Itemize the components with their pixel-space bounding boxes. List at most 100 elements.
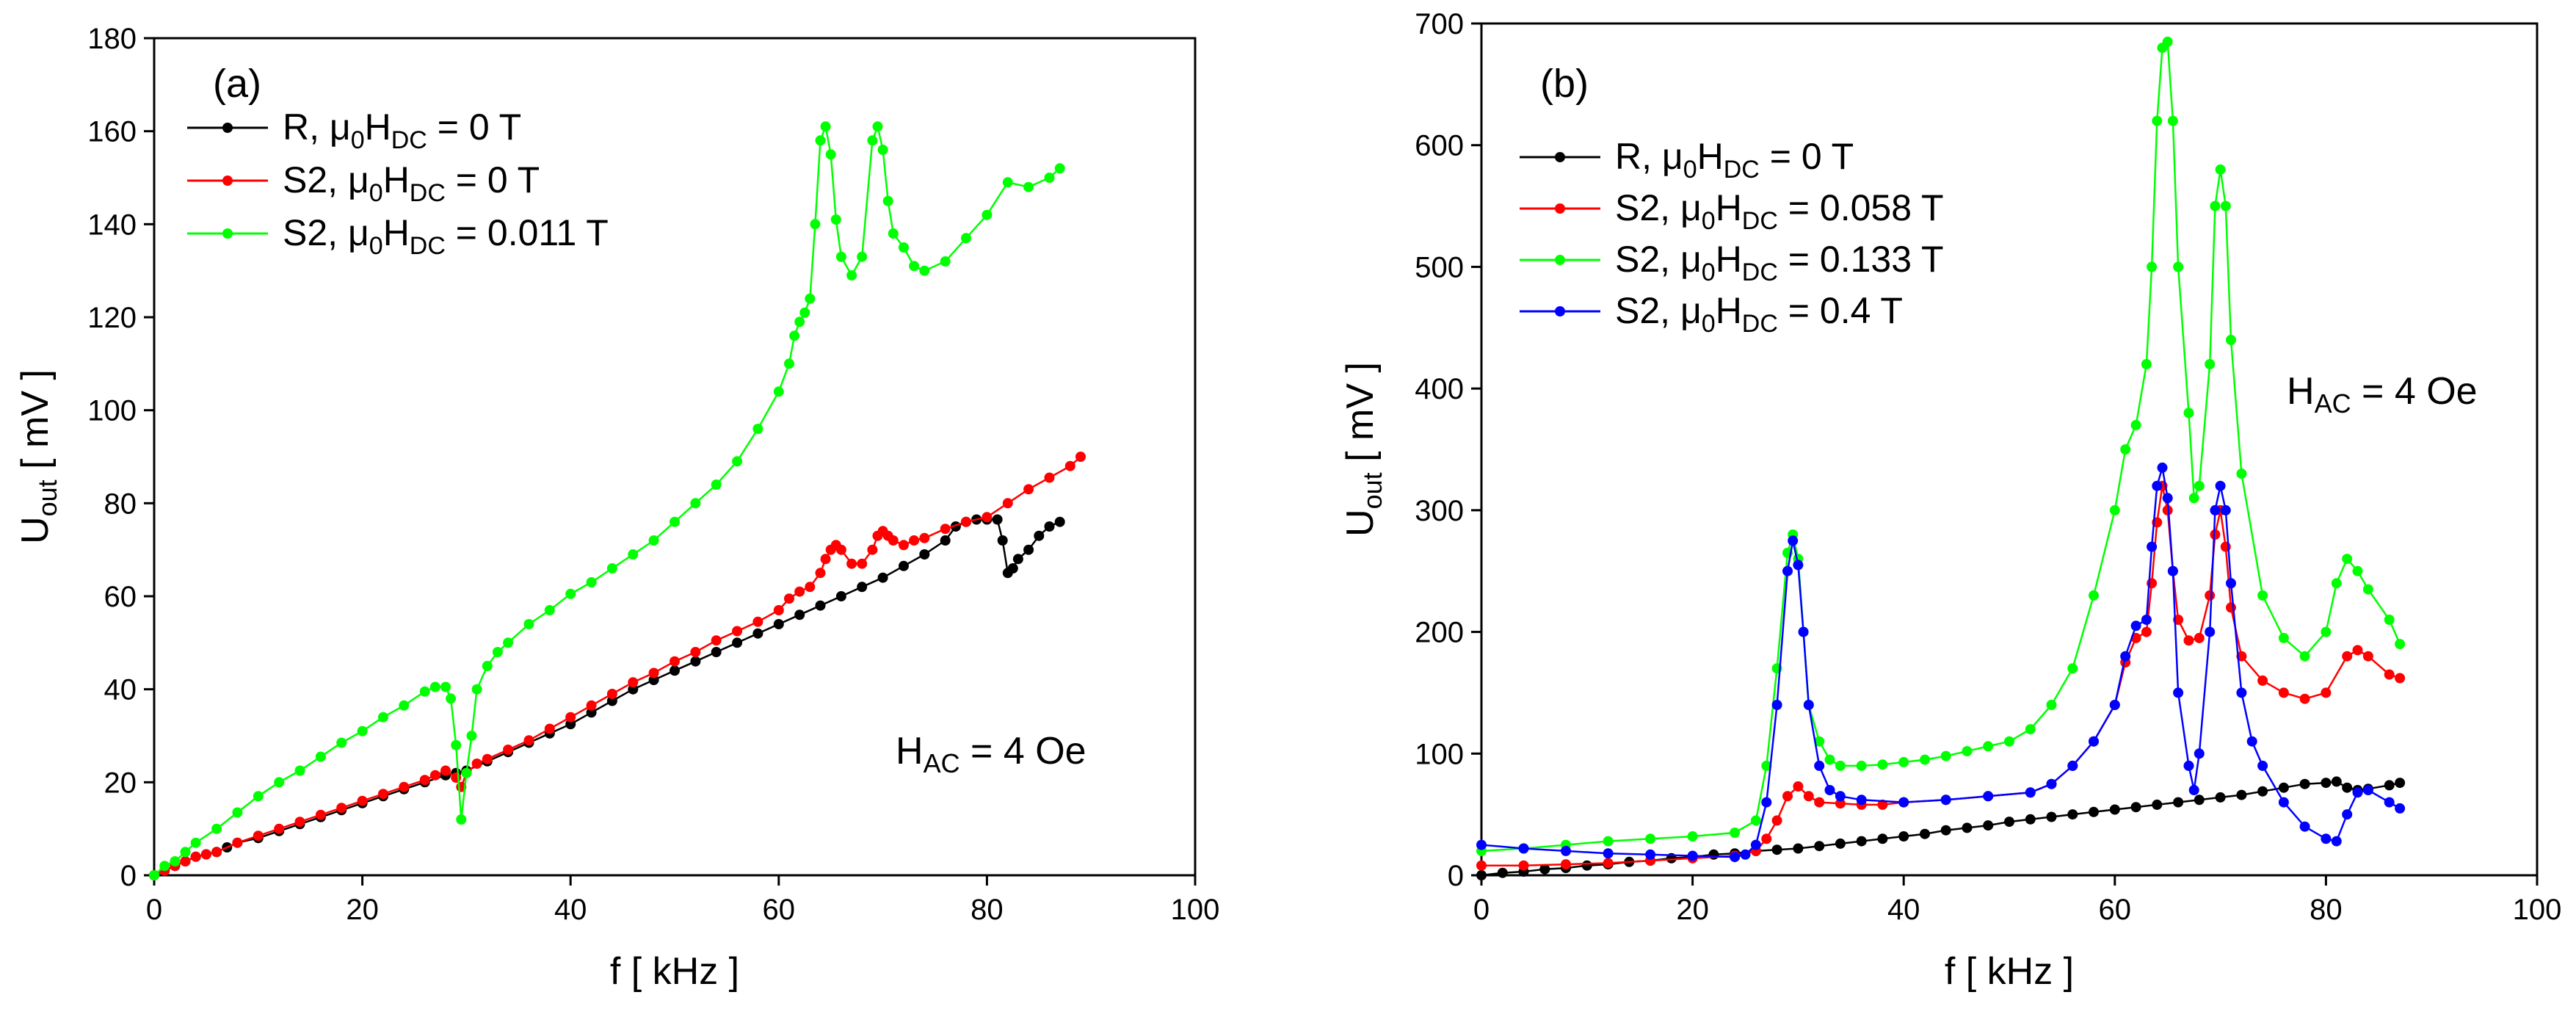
panel-b-series-3-point bbox=[2152, 115, 2163, 126]
panel-a-chart: 0 20 40 60 80 100 0 20 40 60 80 100 120 140 160 180 (a)… bbox=[14, 23, 1219, 993]
panel-b-series-4-point bbox=[2321, 833, 2332, 844]
panel-b-series-3-point bbox=[2384, 615, 2395, 625]
panel-b-series-1-point bbox=[1920, 828, 1930, 839]
panel-a-series-3-point bbox=[461, 767, 472, 778]
panel-a-series-2-point bbox=[732, 626, 743, 637]
panel-b-series-3-point bbox=[2194, 480, 2205, 491]
panel-b-chart: 0 20 40 60 80 100 0 100 200 300 400 500 600 700 (b) R… bbox=[1339, 8, 2561, 993]
panel-b-series-2 bbox=[1476, 480, 2406, 871]
panel-a-series-3-point bbox=[232, 807, 243, 818]
panel-b-y-tick-label: 700 bbox=[1415, 8, 1464, 40]
panel-b-series-1-point bbox=[1793, 843, 1804, 854]
panel-a-series-1-point bbox=[711, 647, 722, 657]
panel-b-y-tick-label: 600 bbox=[1415, 130, 1464, 162]
panel-b-series-2-point bbox=[2257, 675, 2268, 686]
panel-a-x-tick-label: 100 bbox=[1171, 894, 1220, 926]
panel-b-series-2-point bbox=[2395, 673, 2406, 684]
panel-a-series-3-point bbox=[294, 765, 305, 776]
panel-b-y-tick-label: 100 bbox=[1415, 738, 1464, 770]
panel-a-series-3-point bbox=[830, 214, 841, 225]
panel-b-series-2-point bbox=[2205, 590, 2216, 601]
panel-b-series-4-point bbox=[2130, 620, 2141, 631]
panel-b-legend-label: S2, μ0HDC = 0.058 T bbox=[1615, 187, 1944, 235]
panel-a-series-3-point bbox=[523, 619, 534, 629]
panel-b-series-1-point bbox=[1476, 870, 1487, 880]
panel-b-series-4-point bbox=[2278, 797, 2289, 808]
panel-b-series-2-point bbox=[1793, 781, 1804, 792]
panel-b-series-1-point bbox=[2173, 797, 2184, 808]
panel-b-series-1-point bbox=[2331, 776, 2342, 787]
panel-a-x-tick-label: 20 bbox=[346, 894, 379, 926]
panel-a-series-3-point bbox=[503, 637, 514, 648]
panel-b-series-4-point bbox=[2067, 760, 2078, 771]
panel-b-series-4-point bbox=[1561, 845, 1571, 856]
panel-b-series-3-point bbox=[2173, 261, 2184, 272]
panel-a-series-1-point bbox=[940, 535, 951, 546]
panel-a-series-1-point bbox=[1023, 544, 1034, 555]
panel-b-series-1-point bbox=[2152, 799, 2163, 810]
panel-a-y-tick-label: 80 bbox=[104, 488, 137, 520]
panel-b-series-3-point bbox=[1983, 741, 1994, 752]
panel-a-legend-swatch-marker bbox=[222, 175, 233, 186]
panel-b-legend-entry-2: S2, μ0HDC = 0.058 T bbox=[1520, 187, 1944, 235]
panel-a-series-3-point bbox=[815, 135, 826, 146]
panel-a-series-3-point bbox=[451, 739, 462, 750]
panel-b-series-3-point bbox=[2215, 164, 2226, 175]
panel-b-series-4-point bbox=[2226, 578, 2236, 589]
panel-a-y-tick-label: 120 bbox=[87, 302, 137, 334]
panel-b-series-1-point bbox=[2109, 804, 2120, 815]
panel-b-series-4-point bbox=[2089, 736, 2099, 747]
panel-a-series-3-point bbox=[170, 856, 181, 866]
panel-a-plot-frame bbox=[153, 37, 1197, 877]
panel-b-series-1-point bbox=[2342, 782, 2353, 793]
panel-b-series-3-point bbox=[1687, 831, 1698, 842]
panel-a-series-3-point bbox=[1044, 173, 1055, 183]
panel-b-series-3-point bbox=[2226, 334, 2236, 345]
panel-a-series-2-point bbox=[451, 772, 462, 783]
panel-b-series-3-point bbox=[2183, 408, 2194, 419]
panel-a-series-3-point bbox=[336, 737, 347, 748]
panel-a-series-2-point bbox=[523, 735, 534, 746]
panel-a-series-3-point bbox=[399, 700, 410, 711]
panel-a-y-tick-label: 140 bbox=[87, 209, 137, 241]
panel-a-series-2-point bbox=[180, 856, 191, 866]
panel-b-series-4-point bbox=[2236, 687, 2247, 698]
panel-a-series-3-point bbox=[586, 577, 597, 587]
panel-b-x-tick-label: 20 bbox=[1676, 894, 1709, 926]
panel-a-series-1-point bbox=[1012, 554, 1023, 565]
panel-a-series-1-point bbox=[919, 549, 930, 560]
panel-b-series-1-point bbox=[2384, 780, 2395, 791]
panel-b-legend-label: S2, μ0HDC = 0.133 T bbox=[1615, 239, 1944, 286]
panel-b-series-2-point bbox=[2183, 635, 2194, 646]
panel-b-series-4-point bbox=[2331, 836, 2342, 847]
panel-a-series-3-point bbox=[190, 837, 201, 848]
panel-a-y-tick-label: 160 bbox=[87, 116, 137, 148]
panel-b-series-2-point bbox=[1782, 791, 1793, 802]
panel-a-series-3-point bbox=[471, 684, 482, 695]
panel-b-legend-label: R, μ0HDC = 0 T bbox=[1615, 136, 1854, 184]
panel-b-series-4-point bbox=[2194, 748, 2205, 759]
panel-b-series-3-point bbox=[1814, 736, 1825, 747]
panel-b-series-3-point bbox=[2331, 578, 2342, 589]
panel-a-x-tick-label: 0 bbox=[146, 894, 162, 926]
panel-a-series-3-point bbox=[1054, 163, 1065, 174]
panel-a-series-2-point bbox=[628, 677, 639, 688]
panel-b-series-4-point bbox=[2384, 797, 2395, 808]
panel-a-series-3-point bbox=[820, 121, 831, 132]
panel-a-series-3-point bbox=[180, 847, 191, 858]
panel-a-series-3-point bbox=[872, 121, 883, 132]
panel-b-series-3-point bbox=[2278, 632, 2289, 643]
panel-b-x-tick-label: 0 bbox=[1473, 894, 1490, 926]
panel-b-series-3-point bbox=[2089, 590, 2099, 601]
panel-b-legend-entry-3: S2, μ0HDC = 0.133 T bbox=[1520, 239, 1944, 286]
panel-a-series-1-point bbox=[732, 637, 743, 648]
panel-b-series-3-point bbox=[2067, 663, 2078, 674]
panel-a-series-2-point bbox=[440, 765, 451, 776]
panel-a-y-axis-label: Uout [ mV ] bbox=[14, 369, 62, 544]
panel-a-series-1-point bbox=[752, 628, 763, 639]
panel-a-series-3-point bbox=[805, 293, 816, 304]
panel-a-series-3-point bbox=[773, 386, 784, 397]
panel-b-y-tick-label: 500 bbox=[1415, 251, 1464, 283]
panel-a-series-3-point bbox=[877, 145, 888, 155]
panel-b-series-1-point bbox=[1962, 822, 1973, 833]
